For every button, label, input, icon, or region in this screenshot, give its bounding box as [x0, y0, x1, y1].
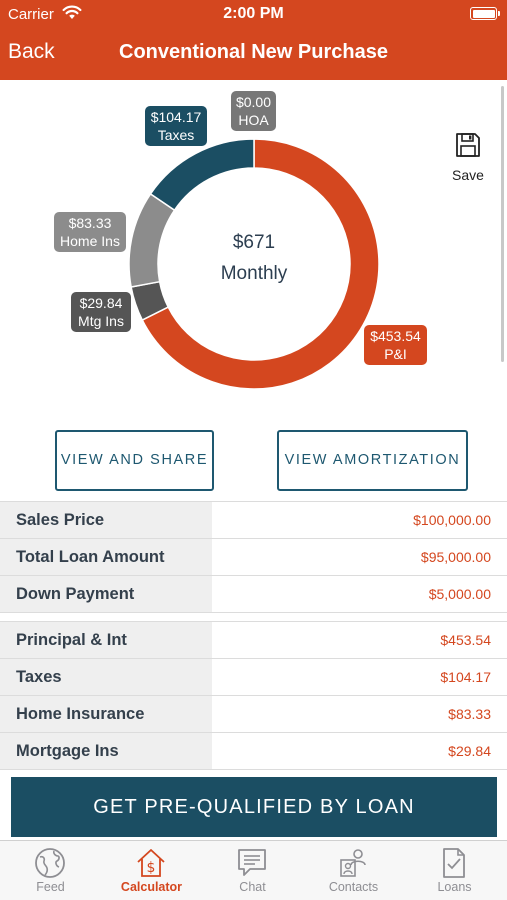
- hoa-amount: $0.00: [235, 94, 272, 110]
- globe-icon: [35, 848, 65, 878]
- chart-center-amount: $671: [232, 232, 276, 253]
- row-value: $29.84: [448, 743, 491, 759]
- mtg-ins-amount: $29.84: [79, 295, 123, 311]
- contacts-icon: [340, 849, 366, 877]
- house-dollar-icon: $: [137, 849, 165, 877]
- chat-bubble-icon: [238, 849, 266, 876]
- row-label: Down Payment: [0, 576, 212, 612]
- row-label: Mortgage Ins: [0, 733, 212, 769]
- row-value: $95,000.00: [420, 549, 491, 565]
- row-value: $104.17: [440, 669, 491, 685]
- tab-label: Feed: [36, 880, 65, 894]
- label-mtg-ins: $29.84 Mtg Ins: [71, 292, 131, 332]
- label-pi: $453.54 P&I: [364, 325, 427, 365]
- tab-feed[interactable]: Feed: [0, 841, 101, 900]
- row-label: Sales Price: [0, 502, 212, 538]
- table-row: Taxes $104.17: [0, 659, 507, 696]
- row-value: $453.54: [440, 632, 491, 648]
- row-label: Total Loan Amount: [0, 539, 212, 575]
- table-row: Principal & Int $453.54: [0, 622, 507, 659]
- get-pre-qualified-button[interactable]: GET PRE-QUALIFIED BY LOAN: [11, 777, 497, 837]
- mtg-ins-name: Mtg Ins: [78, 313, 124, 329]
- nav-bar: Back Conventional New Purchase: [0, 28, 507, 80]
- battery-icon: [470, 7, 500, 20]
- hoa-name: HOA: [238, 112, 269, 128]
- label-hoa: $0.00 HOA: [231, 91, 276, 131]
- wifi-icon: [62, 5, 82, 19]
- label-home-ins: $83.33 Home Ins: [54, 212, 126, 252]
- svg-text:$: $: [147, 860, 156, 876]
- row-label: Principal & Int: [0, 622, 212, 658]
- status-bar: Carrier 2:00 PM: [0, 0, 507, 28]
- document-check-icon: [443, 848, 465, 878]
- tab-loans[interactable]: Loans: [404, 841, 505, 900]
- payment-chart: $671 Monthly $104.17 Taxes $0.00 HOA $83…: [0, 80, 507, 420]
- tab-bar: Feed $ Calculator Chat Contacts: [0, 840, 507, 900]
- view-amortization-button[interactable]: VIEW AMORTIZATION: [277, 430, 468, 491]
- tab-chat[interactable]: Chat: [202, 841, 303, 900]
- loan-summary-table: Sales Price $100,000.00 Total Loan Amoun…: [0, 501, 507, 613]
- pi-name: P&I: [384, 346, 407, 362]
- tab-label: Calculator: [120, 880, 183, 894]
- table-row: Sales Price $100,000.00: [0, 502, 507, 539]
- donut-slice-taxes[interactable]: [149, 138, 255, 212]
- donut-slice-p-i[interactable]: [141, 138, 380, 390]
- status-time: 2:00 PM: [223, 5, 284, 22]
- row-value: $100,000.00: [413, 512, 491, 528]
- table-row: Down Payment $5,000.00: [0, 576, 507, 613]
- back-button[interactable]: Back: [8, 40, 55, 63]
- tab-calculator[interactable]: $ Calculator: [101, 841, 202, 900]
- tab-label: Chat: [239, 880, 266, 894]
- donut-chart: [128, 138, 380, 390]
- carrier-label: Carrier: [8, 6, 54, 23]
- table-row: Home Insurance $83.33: [0, 696, 507, 733]
- save-button[interactable]: Save: [447, 132, 489, 183]
- save-label: Save: [452, 167, 484, 183]
- home-ins-amount: $83.33: [68, 215, 112, 231]
- row-label: Home Insurance: [0, 696, 212, 732]
- pi-amount: $453.54: [370, 328, 421, 344]
- payment-breakdown-table: Principal & Int $453.54 Taxes $104.17 Ho…: [0, 621, 507, 770]
- floppy-disk-icon: [456, 133, 480, 157]
- tab-label: Contacts: [328, 880, 379, 894]
- taxes-name: Taxes: [157, 127, 195, 143]
- scroll-indicator[interactable]: [501, 86, 504, 362]
- tab-contacts[interactable]: Contacts: [303, 841, 404, 900]
- view-and-share-button[interactable]: VIEW AND SHARE: [55, 430, 214, 491]
- row-label: Taxes: [0, 659, 212, 695]
- page-title: Conventional New Purchase: [119, 41, 388, 63]
- row-value: $83.33: [448, 706, 491, 722]
- table-row: Total Loan Amount $95,000.00: [0, 539, 507, 576]
- label-taxes: $104.17 Taxes: [145, 106, 207, 146]
- home-ins-name: Home Ins: [60, 233, 120, 249]
- taxes-amount: $104.17: [150, 109, 202, 125]
- tab-label: Loans: [437, 880, 472, 894]
- table-row: Mortgage Ins $29.84: [0, 733, 507, 770]
- row-value: $5,000.00: [428, 586, 491, 602]
- chart-center-label: Monthly: [220, 263, 288, 284]
